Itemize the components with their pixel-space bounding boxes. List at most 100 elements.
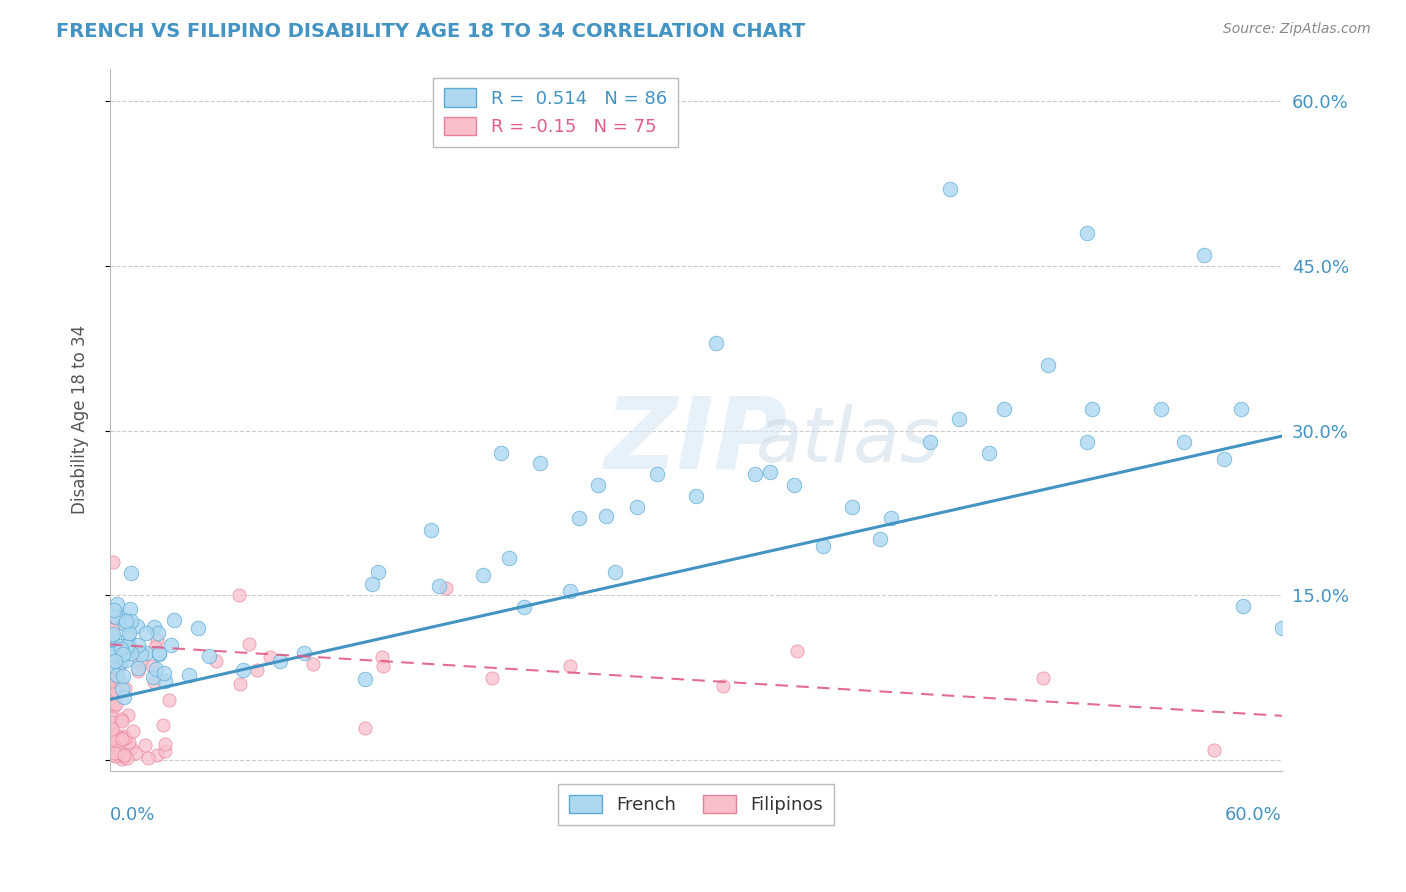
Point <box>103 642 125 657</box>
Text: 60.0%: 60.0% <box>1225 805 1282 824</box>
Point <box>136 751 159 765</box>
Point <box>101 722 124 736</box>
Point <box>841 500 863 515</box>
Point <box>104 641 127 656</box>
Point <box>1149 401 1171 416</box>
Point <box>148 647 170 661</box>
Point <box>1212 451 1234 466</box>
Point <box>246 663 269 677</box>
Legend: French, Filipinos: French, Filipinos <box>558 784 834 825</box>
Point <box>103 748 125 763</box>
Point <box>112 749 135 764</box>
Point <box>1076 226 1098 240</box>
Point <box>111 611 134 625</box>
Text: atlas: atlas <box>756 404 941 478</box>
Point <box>759 465 782 479</box>
Point <box>101 681 124 695</box>
Point <box>103 699 125 714</box>
Point <box>361 577 384 591</box>
Point <box>143 620 166 634</box>
Point <box>229 676 252 690</box>
Point <box>127 660 149 674</box>
Point <box>104 740 127 755</box>
Point <box>595 508 617 523</box>
Point <box>110 731 132 745</box>
Point <box>1036 358 1059 372</box>
Point <box>120 646 142 660</box>
Point <box>101 735 124 749</box>
Point <box>101 647 124 661</box>
Point <box>112 748 135 763</box>
Point <box>135 647 157 661</box>
Point <box>187 621 209 635</box>
Point <box>232 663 254 677</box>
Point <box>228 588 250 602</box>
Point <box>419 523 441 537</box>
Point <box>117 707 139 722</box>
Point <box>101 626 124 640</box>
Point <box>163 613 186 627</box>
Point <box>101 715 124 730</box>
Point <box>472 568 495 582</box>
Point <box>115 639 138 653</box>
Point <box>122 643 145 657</box>
Point <box>104 610 127 624</box>
Text: Source: ZipAtlas.com: Source: ZipAtlas.com <box>1223 22 1371 37</box>
Point <box>118 640 141 654</box>
Point <box>1032 671 1054 685</box>
Point <box>101 674 124 689</box>
Point <box>148 646 170 660</box>
Point <box>108 660 131 674</box>
Point <box>558 584 581 599</box>
Point <box>105 728 128 742</box>
Point <box>920 434 942 449</box>
Point <box>117 632 139 646</box>
Point <box>685 490 707 504</box>
Point <box>112 750 135 764</box>
Point <box>354 673 377 687</box>
Point <box>179 668 201 682</box>
Point <box>371 659 394 673</box>
Point <box>1232 599 1254 614</box>
Point <box>744 467 766 482</box>
Point <box>104 685 127 699</box>
Point <box>120 566 142 581</box>
Text: 0.0%: 0.0% <box>110 805 156 824</box>
Point <box>146 747 169 762</box>
Text: ZIP: ZIP <box>605 392 787 489</box>
Point <box>367 566 389 580</box>
Point <box>782 478 804 492</box>
Point <box>1271 621 1294 635</box>
Point <box>104 654 127 668</box>
Point <box>135 626 157 640</box>
Point <box>134 739 156 753</box>
Point <box>105 597 128 611</box>
Point <box>114 731 136 746</box>
Point <box>114 616 136 631</box>
Point <box>101 657 124 672</box>
Point <box>1202 743 1225 757</box>
Point <box>129 647 152 661</box>
Point <box>108 655 131 669</box>
Point <box>127 664 149 678</box>
Point <box>120 614 142 628</box>
Point <box>880 511 903 525</box>
Point <box>122 723 145 738</box>
Point <box>114 729 136 743</box>
Point <box>101 731 124 746</box>
Point <box>110 642 132 657</box>
Point <box>153 673 176 688</box>
Point <box>111 681 134 696</box>
Point <box>101 710 124 724</box>
Point <box>1081 401 1104 416</box>
Point <box>112 647 135 661</box>
Point <box>112 669 135 683</box>
Y-axis label: Disability Age 18 to 34: Disability Age 18 to 34 <box>72 325 89 514</box>
Point <box>115 614 138 628</box>
Point <box>711 679 734 693</box>
Point <box>118 626 141 640</box>
Point <box>111 714 134 728</box>
Point <box>626 500 648 515</box>
Point <box>498 551 520 566</box>
Point <box>108 672 131 686</box>
